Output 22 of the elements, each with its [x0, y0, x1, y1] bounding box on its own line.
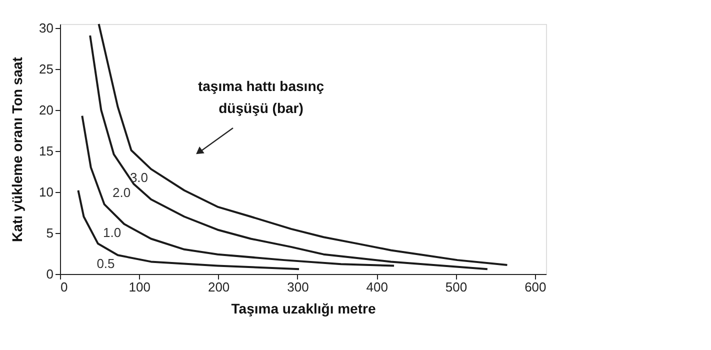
y-tick-label: 5 — [46, 226, 54, 241]
x-tick-label: 200 — [208, 280, 230, 294]
series-label: 2.0 — [112, 184, 131, 200]
x-axis-title: Taşıma uzaklığı metre — [231, 300, 376, 316]
series-label: 3.0 — [130, 170, 148, 186]
x-tick-label: 400 — [366, 280, 388, 294]
y-tick-label: 25 — [39, 62, 54, 77]
y-tick-label: 0 — [46, 266, 54, 282]
y-tick-label: 10 — [39, 184, 54, 200]
y-tick-label: 20 — [39, 102, 54, 118]
line-series — [77, 189, 300, 270]
series-label: 0.5 — [96, 256, 115, 272]
series-label: 1.0 — [103, 225, 122, 240]
x-tick-label: 500 — [445, 280, 468, 294]
y-tick-label: 30 — [39, 20, 54, 36]
x-tick-label: 0 — [60, 280, 68, 294]
y-axis-title: Katı yükleme oranı Ton saat — [9, 56, 26, 242]
y-tick-label: 15 — [39, 144, 54, 159]
x-tick-label: 600 — [524, 280, 546, 294]
x-tick-label: 300 — [287, 280, 309, 294]
annotation: taşıma hattı basınç düşüşü (bar) — [198, 78, 324, 116]
x-tick-label: 100 — [128, 280, 151, 294]
